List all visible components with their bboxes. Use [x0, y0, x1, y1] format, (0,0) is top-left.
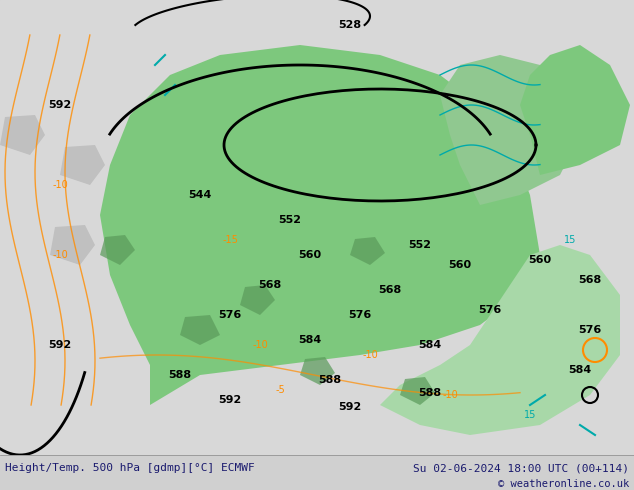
Polygon shape — [300, 357, 335, 385]
Text: 592: 592 — [218, 395, 242, 405]
Text: 560: 560 — [299, 250, 321, 260]
Text: -5: -5 — [275, 385, 285, 395]
Text: Height/Temp. 500 hPa [gdmp][°C] ECMWF: Height/Temp. 500 hPa [gdmp][°C] ECMWF — [5, 463, 255, 473]
Text: 592: 592 — [339, 402, 361, 412]
Text: 560: 560 — [448, 260, 472, 270]
Text: 568: 568 — [578, 275, 602, 285]
Text: 560: 560 — [528, 255, 552, 265]
Polygon shape — [100, 235, 135, 265]
Text: 552: 552 — [408, 240, 432, 250]
Text: 584: 584 — [418, 340, 442, 350]
Text: -15: -15 — [222, 235, 238, 245]
Polygon shape — [100, 45, 540, 405]
Text: 592: 592 — [48, 340, 72, 350]
Text: -10: -10 — [442, 390, 458, 400]
Text: -10: -10 — [362, 350, 378, 360]
Polygon shape — [180, 315, 220, 345]
Text: -10: -10 — [252, 340, 268, 350]
Text: 588: 588 — [318, 375, 342, 385]
Text: 544: 544 — [188, 190, 212, 200]
Text: 576: 576 — [578, 325, 602, 335]
Text: 552: 552 — [278, 215, 302, 225]
Polygon shape — [240, 285, 275, 315]
Text: 592: 592 — [48, 100, 72, 110]
Polygon shape — [380, 245, 620, 435]
Text: 588: 588 — [169, 370, 191, 380]
Text: 576: 576 — [218, 310, 242, 320]
Text: -10: -10 — [52, 250, 68, 260]
Polygon shape — [350, 237, 385, 265]
Text: 576: 576 — [479, 305, 501, 315]
Polygon shape — [0, 115, 45, 155]
Text: Su 02-06-2024 18:00 UTC (00+114): Su 02-06-2024 18:00 UTC (00+114) — [413, 463, 629, 473]
Text: 584: 584 — [299, 335, 321, 345]
Polygon shape — [520, 45, 630, 175]
Polygon shape — [60, 145, 105, 185]
Text: 568: 568 — [259, 280, 281, 290]
Text: 576: 576 — [348, 310, 372, 320]
Polygon shape — [400, 377, 435, 405]
Text: © weatheronline.co.uk: © weatheronline.co.uk — [498, 479, 629, 489]
Polygon shape — [50, 225, 95, 265]
Text: 584: 584 — [568, 365, 592, 375]
Polygon shape — [440, 55, 580, 205]
Text: 528: 528 — [339, 20, 361, 30]
Text: 15: 15 — [524, 410, 536, 420]
Text: -10: -10 — [52, 180, 68, 190]
Text: 588: 588 — [418, 388, 441, 398]
Text: 568: 568 — [378, 285, 401, 295]
Text: 15: 15 — [564, 235, 576, 245]
